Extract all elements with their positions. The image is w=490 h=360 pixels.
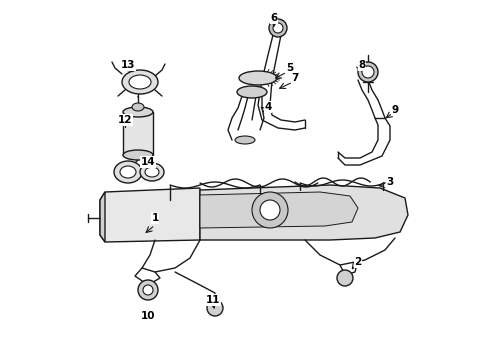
Polygon shape bbox=[123, 112, 153, 155]
Text: 6: 6 bbox=[270, 13, 278, 23]
Polygon shape bbox=[100, 188, 200, 242]
Text: 4: 4 bbox=[264, 102, 271, 112]
Ellipse shape bbox=[132, 103, 144, 111]
Circle shape bbox=[337, 270, 353, 286]
Text: 7: 7 bbox=[292, 73, 299, 83]
Polygon shape bbox=[100, 192, 105, 242]
Circle shape bbox=[273, 23, 283, 33]
Ellipse shape bbox=[140, 163, 164, 181]
Circle shape bbox=[358, 62, 378, 82]
Ellipse shape bbox=[235, 136, 255, 144]
Text: 13: 13 bbox=[121, 60, 135, 70]
Polygon shape bbox=[200, 192, 358, 228]
Text: 11: 11 bbox=[206, 295, 220, 305]
Ellipse shape bbox=[239, 71, 277, 85]
Circle shape bbox=[138, 280, 158, 300]
Ellipse shape bbox=[120, 166, 136, 178]
Text: 8: 8 bbox=[358, 60, 366, 70]
Text: 3: 3 bbox=[387, 177, 393, 187]
Ellipse shape bbox=[145, 167, 159, 177]
Text: 5: 5 bbox=[286, 63, 294, 73]
Text: 2: 2 bbox=[354, 257, 362, 267]
Circle shape bbox=[207, 300, 223, 316]
Ellipse shape bbox=[114, 161, 142, 183]
Circle shape bbox=[143, 285, 153, 295]
Text: 1: 1 bbox=[151, 213, 159, 223]
Ellipse shape bbox=[129, 75, 151, 89]
Circle shape bbox=[260, 200, 280, 220]
Ellipse shape bbox=[122, 70, 158, 94]
Ellipse shape bbox=[237, 86, 267, 98]
Text: 10: 10 bbox=[141, 311, 155, 321]
Ellipse shape bbox=[123, 107, 153, 117]
Text: 9: 9 bbox=[392, 105, 398, 115]
Ellipse shape bbox=[123, 150, 153, 160]
Circle shape bbox=[252, 192, 288, 228]
Text: 14: 14 bbox=[141, 157, 155, 167]
Polygon shape bbox=[200, 185, 408, 240]
Circle shape bbox=[269, 19, 287, 37]
Text: 12: 12 bbox=[118, 115, 132, 125]
Circle shape bbox=[362, 66, 374, 78]
